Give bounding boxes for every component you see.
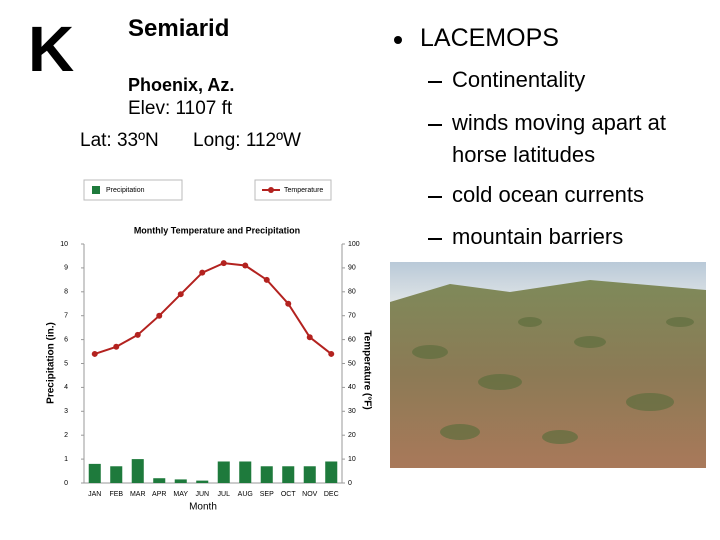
y-tick-label: 10 <box>60 241 68 248</box>
point <box>134 331 141 338</box>
bar <box>174 479 187 483</box>
bar <box>282 466 295 483</box>
point <box>156 312 163 319</box>
y2-tick-label: 50 <box>348 360 356 367</box>
point <box>263 276 270 283</box>
longitude: Long: 112ºW <box>193 130 301 151</box>
bar <box>303 466 316 483</box>
point <box>328 350 335 357</box>
point <box>285 300 292 307</box>
x-tick-label: APR <box>152 491 166 498</box>
y2-tick-label: 0 <box>348 480 352 487</box>
bullet-item: Continentality <box>452 67 586 92</box>
dash <box>428 238 442 240</box>
y-tick-label: 9 <box>64 265 68 272</box>
bar <box>153 478 166 483</box>
legend-label: Temperature <box>284 187 323 194</box>
bar <box>325 461 338 483</box>
x-tick-label: AUG <box>238 491 253 498</box>
bullet-item: mountain barriers <box>452 224 624 249</box>
y-tick-label: 2 <box>64 432 68 439</box>
y2-axis-label: Temperature (°F) <box>361 330 372 409</box>
point <box>177 291 184 298</box>
bar <box>260 466 273 483</box>
y2-tick-label: 40 <box>348 384 356 391</box>
x-tick-label: FEB <box>109 491 123 498</box>
bar <box>110 466 123 483</box>
y-tick-label: 6 <box>64 336 68 343</box>
bar <box>88 463 101 483</box>
y2-tick-label: 60 <box>348 336 356 343</box>
bar <box>239 461 252 483</box>
landscape-photo <box>390 262 706 468</box>
y-tick-label: 4 <box>64 384 68 391</box>
x-tick-label: JUN <box>195 491 209 498</box>
point <box>242 262 249 269</box>
x-tick-label: JAN <box>88 491 101 498</box>
point <box>91 350 98 357</box>
x-tick-label: MAR <box>130 491 146 498</box>
slide-letter: K <box>28 13 75 85</box>
y-axis-label: Precipitation (in.) <box>46 322 57 404</box>
point <box>199 269 206 276</box>
y-tick-label: 8 <box>64 289 68 296</box>
y2-tick-label: 80 <box>348 289 356 296</box>
bullet-item: cold ocean currents <box>452 182 644 207</box>
y2-tick-label: 10 <box>348 456 356 463</box>
line <box>94 262 332 355</box>
y2-tick-label: 30 <box>348 408 356 415</box>
bullet <box>394 36 402 44</box>
dash <box>428 81 442 83</box>
point <box>306 334 313 341</box>
x-tick-label: DEC <box>324 491 339 498</box>
x-tick-label: SEP <box>260 491 274 498</box>
legend-box <box>254 179 332 201</box>
y-tick-label: 7 <box>64 313 68 320</box>
x-axis-label: Month <box>189 502 217 513</box>
latitude: Lat: 33ºN <box>80 130 159 151</box>
bar <box>196 480 209 483</box>
bullet-main: LACEMOPS <box>420 24 559 52</box>
x-tick-label: OCT <box>281 491 297 498</box>
y-tick-label: 3 <box>64 408 68 415</box>
y2-tick-label: 70 <box>348 313 356 320</box>
legend-label: Precipitation <box>106 187 145 194</box>
chart-title: Monthly Temperature and Precipitation <box>134 225 300 235</box>
x-tick-label: NOV <box>302 491 318 498</box>
y-tick-label: 1 <box>64 456 68 463</box>
bullet-item: winds moving apart at horse latitudes <box>452 110 666 167</box>
point <box>113 343 120 350</box>
y-tick-label: 0 <box>64 480 68 487</box>
point <box>220 260 227 267</box>
dash <box>428 196 442 198</box>
elevation: Elev: 1107 ft <box>128 98 233 119</box>
legend-box <box>83 179 183 201</box>
y-tick-label: 5 <box>64 360 68 367</box>
location: Phoenix, Az. <box>128 75 235 95</box>
legend-swatch <box>92 186 100 194</box>
y2-tick-label: 90 <box>348 265 356 272</box>
bar <box>217 461 230 483</box>
x-tick-label: JUL <box>218 491 231 498</box>
bar <box>131 459 144 483</box>
dash <box>428 124 442 126</box>
y2-tick-label: 100 <box>348 241 360 248</box>
y2-tick-label: 20 <box>348 432 356 439</box>
x-tick-label: MAY <box>173 491 188 498</box>
slide-title: Semiarid <box>128 15 230 42</box>
legend-swatch <box>268 187 274 193</box>
